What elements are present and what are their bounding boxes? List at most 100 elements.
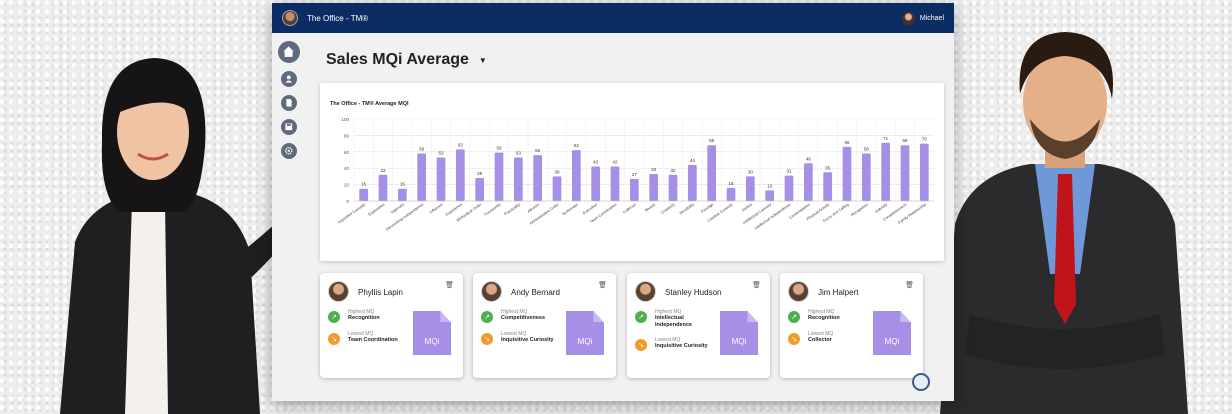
bar[interactable] (552, 176, 562, 201)
bar[interactable] (823, 172, 833, 201)
x-tick-label: Justice (741, 203, 753, 213)
trash-icon[interactable]: 🗑 (445, 282, 454, 289)
person-card[interactable]: Phyllis Lapin 🗑 ↗ Highest MQ Recognition ↘… (320, 273, 463, 378)
bar[interactable] (842, 146, 852, 201)
data-label: 33 (651, 167, 657, 172)
bar[interactable] (745, 176, 755, 201)
x-tick-label: Experience (445, 203, 463, 217)
data-label: 63 (458, 142, 464, 147)
highest-mq-label: Highest MQ (348, 309, 375, 315)
x-tick-label: Sobriety (875, 202, 889, 213)
data-label: 15 (400, 182, 406, 187)
person-name: Phyllis Lapin (358, 288, 403, 297)
data-label: 30 (554, 169, 560, 174)
bar[interactable] (494, 152, 504, 201)
y-tick-label: 0 (346, 199, 349, 204)
lowest-mq-value: Team Coordination (348, 337, 398, 343)
data-label: 35 (825, 165, 831, 170)
bar[interactable] (610, 166, 620, 201)
bar[interactable] (784, 175, 794, 201)
trend-down-icon: ↘ (481, 333, 493, 345)
bar[interactable] (475, 178, 485, 201)
data-label: 56 (535, 148, 541, 153)
mqi-document-icon[interactable]: MQi (720, 311, 758, 355)
bar[interactable] (513, 157, 523, 201)
data-label: 27 (632, 172, 638, 177)
chevron-down-icon[interactable]: ▼ (478, 55, 487, 65)
bar[interactable] (765, 190, 775, 201)
bar[interactable] (668, 174, 678, 201)
bar[interactable] (436, 157, 446, 201)
data-label: 58 (864, 146, 870, 151)
chart-title: The Office - TM® Average MQI (330, 101, 409, 107)
trend-up-icon: ↗ (328, 311, 340, 323)
trend-down-icon: ↘ (788, 333, 800, 345)
avatar (788, 281, 809, 302)
chart-card: The Office - TM® Average MQI 0 20 40 60 80 10… (320, 83, 944, 261)
trash-icon[interactable]: 🗑 (598, 282, 607, 289)
user-icon[interactable] (281, 71, 297, 87)
bar[interactable] (378, 174, 388, 201)
lowest-mq-value: Inquisitive Curiosity (501, 337, 554, 343)
avatar (635, 281, 656, 302)
data-label: 32 (380, 168, 386, 173)
page-title: Sales MQi Average (326, 51, 469, 68)
bar[interactable] (417, 153, 427, 201)
highest-mq-label: Highest MQ (808, 309, 835, 315)
bar[interactable] (900, 145, 910, 201)
company-logo[interactable] (282, 10, 298, 26)
avatar (328, 281, 349, 302)
trash-icon[interactable]: 🗑 (905, 282, 914, 289)
bar[interactable] (861, 153, 871, 201)
bar[interactable] (533, 155, 543, 201)
y-tick-label: 20 (344, 183, 350, 188)
data-label: 44 (690, 158, 696, 163)
x-tick-label: Intellectual Independence (754, 203, 792, 231)
highest-mq-label: Highest MQ (655, 309, 682, 315)
trash-icon[interactable]: 🗑 (752, 282, 761, 289)
data-label: 71 (883, 136, 889, 141)
y-tick-label: 40 (344, 166, 350, 171)
bar[interactable] (881, 142, 891, 201)
data-label: 66 (844, 140, 850, 145)
bar[interactable] (919, 143, 929, 201)
bar[interactable] (803, 163, 813, 201)
highest-mq-value: Intellectual Independence (655, 315, 692, 328)
y-tick-label: 80 (344, 133, 350, 138)
bar[interactable] (649, 173, 659, 201)
person-card[interactable]: Andy Bernard 🗑 ↗ Highest MQ Competitivenes… (473, 273, 616, 378)
trend-down-icon: ↘ (328, 333, 340, 345)
person-card[interactable]: Stanley Hudson 🗑 ↗ Highest MQ Intellectual… (627, 273, 770, 378)
bar[interactable] (571, 150, 581, 201)
save-icon[interactable] (281, 119, 297, 135)
user-menu[interactable]: Michael (901, 11, 944, 25)
x-tick-label: Exploration (368, 203, 386, 217)
top-bar: The Office - TM® Michael (272, 3, 954, 33)
lowest-mq-value: Inquisitive Curiosity (655, 343, 708, 349)
data-label: 58 (419, 146, 425, 151)
settings-icon[interactable] (281, 143, 297, 159)
bar[interactable] (591, 166, 601, 201)
help-icon[interactable] (912, 373, 930, 391)
bar[interactable] (455, 149, 465, 201)
main-content: Sales MQi Average ▼ The Office - TM® Ave… (318, 33, 944, 401)
person-card[interactable]: Jim Halpert 🗑 ↗ Highest MQ Recognition ↘ Lo… (780, 273, 923, 378)
mqi-document-icon[interactable]: MQi (873, 311, 911, 355)
mqi-document-icon[interactable]: MQi (413, 311, 451, 355)
person-name: Andy Bernard (511, 288, 560, 297)
data-label: 42 (593, 160, 599, 165)
document-icon[interactable] (281, 95, 297, 111)
bar[interactable] (359, 188, 369, 201)
bar[interactable] (687, 164, 697, 201)
bar[interactable] (726, 187, 736, 201)
home-icon[interactable] (278, 41, 300, 63)
bar[interactable] (707, 145, 717, 201)
bar[interactable] (629, 178, 639, 201)
person-name: Jim Halpert (818, 288, 859, 297)
x-tick-label: Practicality (504, 202, 521, 216)
lowest-mq-label: Lowest MQ (808, 331, 834, 337)
mqi-document-icon[interactable]: MQi (566, 311, 604, 355)
x-tick-label: Ingenuity (390, 202, 405, 214)
data-label: 59 (496, 146, 502, 151)
bar[interactable] (397, 188, 407, 201)
